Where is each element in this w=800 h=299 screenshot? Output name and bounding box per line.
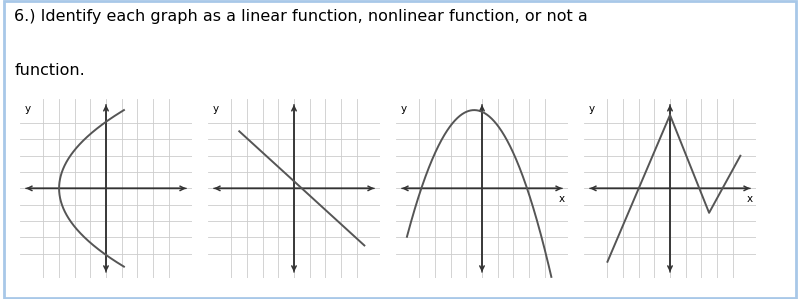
Text: y: y bbox=[589, 104, 595, 114]
Text: x: x bbox=[746, 194, 753, 204]
Text: y: y bbox=[25, 104, 31, 114]
Text: x: x bbox=[558, 194, 565, 204]
Text: y: y bbox=[213, 104, 219, 114]
Text: 6.) Identify each graph as a linear function, nonlinear function, or not a: 6.) Identify each graph as a linear func… bbox=[14, 9, 588, 24]
Text: y: y bbox=[401, 104, 407, 114]
Text: function.: function. bbox=[14, 63, 85, 78]
FancyBboxPatch shape bbox=[4, 1, 796, 298]
